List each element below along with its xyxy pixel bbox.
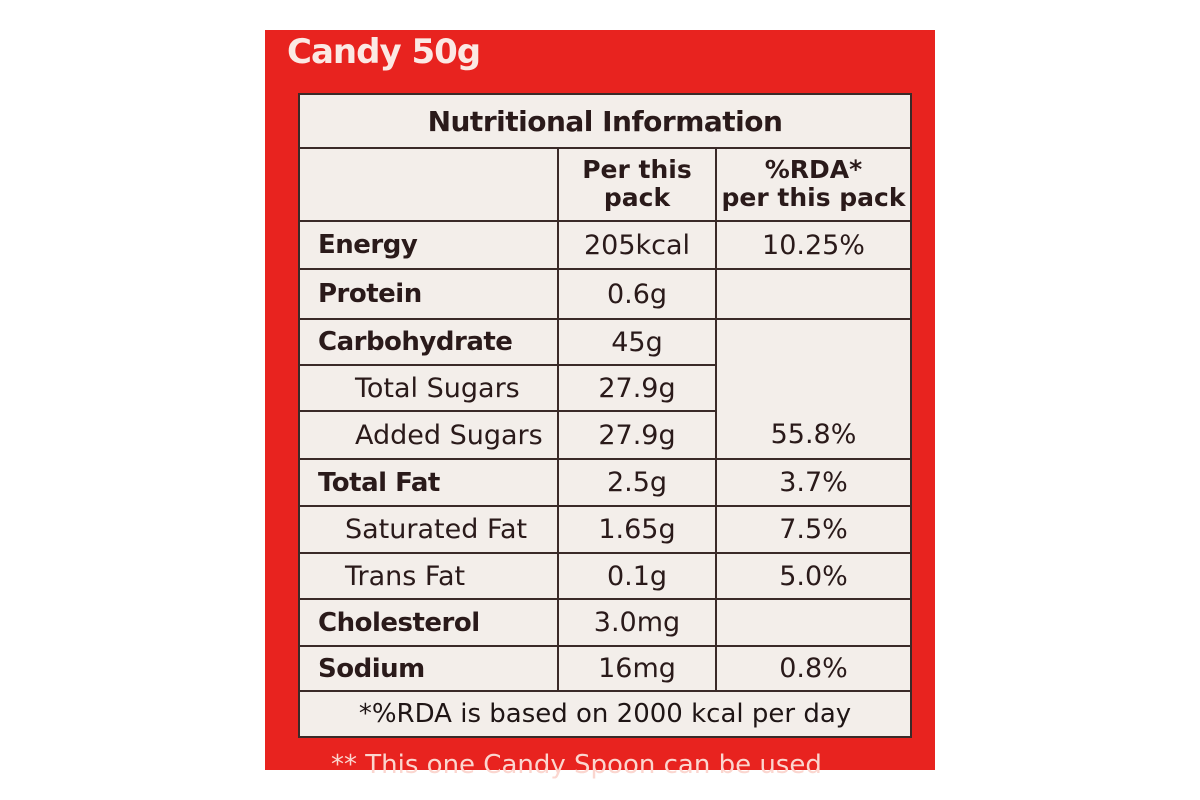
header-rda: %RDA* per this pack	[717, 147, 910, 222]
row-rda	[717, 270, 910, 320]
row-value: 2.5g	[559, 460, 717, 507]
row-value: 3.0mg	[559, 600, 717, 647]
row-label: Energy	[300, 222, 559, 270]
row-value: 0.1g	[559, 554, 717, 600]
header-per-pack-line2: pack	[603, 182, 671, 212]
row-rda: 55.8%	[717, 320, 910, 460]
header-per-pack-line1: Per this	[582, 154, 692, 184]
row-rda: 3.7%	[717, 460, 910, 507]
row-label: Trans Fat	[300, 554, 559, 600]
table-title: Nutritional Information	[300, 95, 910, 149]
row-rda: 7.5%	[717, 507, 910, 554]
nutrition-table: Nutritional Information Per this pack %R…	[298, 93, 912, 738]
row-value: 16mg	[559, 647, 717, 692]
row-label: Protein	[300, 270, 559, 320]
row-value: 1.65g	[559, 507, 717, 554]
row-label: Saturated Fat	[300, 507, 559, 554]
product-title: Candy 50g	[287, 32, 481, 72]
row-rda: 0.8%	[717, 647, 910, 692]
header-per-pack: Per this pack	[559, 147, 717, 222]
header-empty-cell	[300, 147, 559, 222]
row-label: Sodium	[300, 647, 559, 692]
row-value: 27.9g	[559, 412, 717, 460]
row-rda: 5.0%	[717, 554, 910, 600]
row-value: 45g	[559, 320, 717, 366]
header-rda-line1: %RDA*	[764, 154, 863, 184]
row-rda	[717, 600, 910, 647]
row-label: Added Sugars	[300, 412, 559, 460]
row-label: Cholesterol	[300, 600, 559, 647]
row-label: Total Sugars	[300, 366, 559, 412]
row-value: 205kcal	[559, 222, 717, 270]
row-value: 0.6g	[559, 270, 717, 320]
row-value: 27.9g	[559, 366, 717, 412]
row-rda: 10.25%	[717, 222, 910, 270]
row-label: Total Fat	[300, 460, 559, 507]
package-panel: Candy 50g Nutritional Information Per th…	[265, 30, 935, 780]
header-rda-line2: per this pack	[721, 182, 906, 212]
bottom-note: ** This one Candy Spoon can be used	[331, 750, 822, 780]
row-label: Carbohydrate	[300, 320, 559, 366]
footnote: *%RDA is based on 2000 kcal per day	[358, 699, 852, 729]
